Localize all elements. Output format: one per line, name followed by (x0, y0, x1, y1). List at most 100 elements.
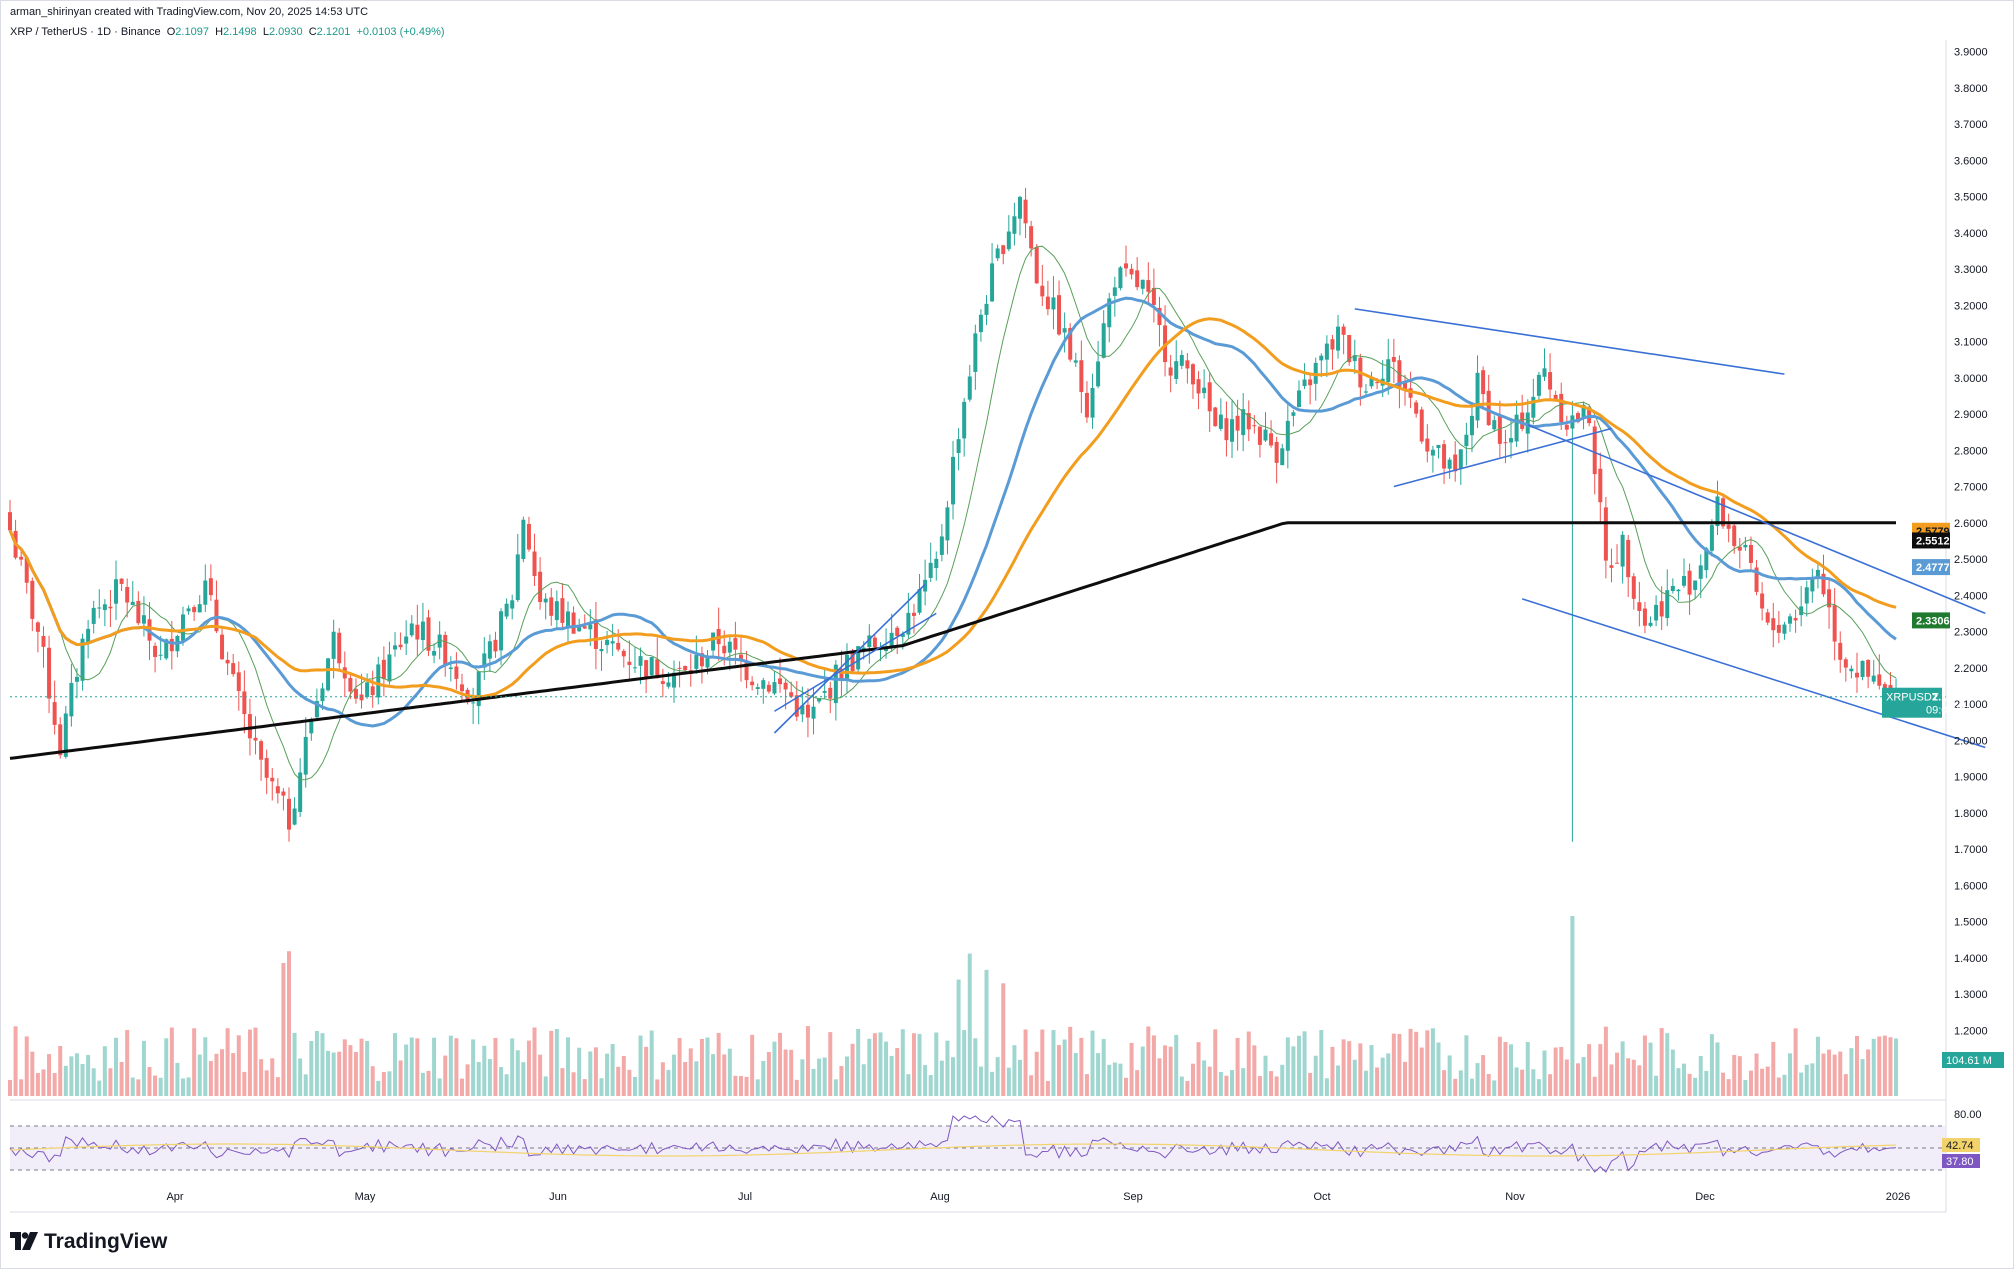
volume-bar (1017, 1059, 1022, 1096)
candle-body (1827, 589, 1832, 608)
candle-body (872, 637, 877, 648)
volume-bar (214, 1053, 219, 1096)
ma-black-line (9, 521, 1896, 760)
candle-body (1414, 402, 1419, 414)
symbol-name[interactable]: XRP / TetherUS · 1D · Binance (10, 26, 161, 38)
volume-bar (309, 1041, 314, 1096)
candle-body (1430, 449, 1435, 456)
candle-body (275, 786, 280, 794)
candle-body (393, 645, 398, 650)
volume-bar (1776, 1077, 1781, 1096)
price-label-box (1912, 532, 1950, 549)
candle-body (1654, 604, 1659, 621)
candle-body (761, 680, 766, 689)
volume-bar (1709, 1034, 1714, 1096)
candle-body (738, 654, 743, 661)
volume-bar (588, 1051, 593, 1096)
candle-body (1230, 419, 1235, 442)
volume-bar (1575, 1063, 1580, 1096)
candle-body (1347, 335, 1352, 363)
volume-bar (153, 1075, 158, 1096)
candle-body (1269, 433, 1274, 446)
candle-body (677, 667, 682, 669)
candle-body (303, 736, 308, 775)
candle-body (471, 702, 476, 704)
volume-bar (1090, 1030, 1095, 1096)
candle-body (381, 659, 386, 680)
candle-body (1709, 525, 1714, 551)
candle-body (1291, 412, 1296, 416)
candle-body (616, 642, 621, 650)
volume-bar (1771, 1041, 1776, 1096)
volume-bar (108, 1068, 113, 1096)
candle-body (1257, 426, 1262, 445)
volume-bar (1503, 1041, 1508, 1096)
volume-bar (404, 1044, 409, 1096)
volume-bar (1821, 1053, 1826, 1096)
volume-bar (186, 1077, 191, 1096)
volume-bar (1670, 1049, 1675, 1096)
volume-bar (1163, 1045, 1168, 1096)
volume-bar (828, 1032, 833, 1096)
volume-bar (917, 1033, 922, 1096)
candle-body (1274, 441, 1279, 463)
volume-bar (783, 1049, 788, 1096)
price-tick-label: 3.4000 (1954, 228, 1988, 240)
price-label-text: 2.3306 (1916, 615, 1950, 627)
price-tick-label: 2.5000 (1954, 554, 1988, 566)
candle-body (588, 624, 593, 630)
candle-body (1207, 382, 1212, 412)
candle-body (1682, 575, 1686, 586)
volume-bar (1782, 1074, 1787, 1096)
candle-body (1531, 396, 1536, 418)
candle-body (1101, 323, 1106, 358)
open-label: O (166, 26, 176, 38)
volume-bar (716, 1032, 721, 1096)
candle-body (1241, 409, 1246, 436)
candle-body (1620, 534, 1625, 567)
volume-bar (1341, 1039, 1346, 1096)
candle-body (437, 634, 442, 648)
volume-bar (1704, 1070, 1709, 1096)
volume-bar (1815, 1036, 1820, 1096)
volume-bar (560, 1068, 565, 1096)
candle-body (443, 634, 448, 667)
volume-bar (426, 1070, 431, 1096)
candle-body (621, 650, 626, 657)
volume-bar (1659, 1028, 1664, 1096)
candle-body (856, 646, 861, 670)
tradingview-logo[interactable]: TradingView (10, 1230, 167, 1254)
symbol-legend[interactable]: XRP / TetherUS · 1D · Binance O2.1097 H2… (10, 26, 445, 38)
volume-bar (727, 1048, 732, 1096)
candle-body (833, 664, 838, 704)
candle-body (164, 639, 169, 659)
volume-bar (956, 979, 961, 1096)
volume-bar (1871, 1038, 1876, 1096)
volume-bar (672, 1054, 677, 1096)
last-price-value: 2.1201 (1932, 692, 1966, 704)
candle-body (1810, 578, 1815, 592)
volume-bar (264, 1070, 269, 1096)
volume-bar (1112, 1062, 1117, 1096)
candle-body (1721, 498, 1726, 527)
candle-body (1553, 394, 1558, 400)
candle-body (566, 611, 570, 628)
volume-bar (30, 1051, 35, 1096)
candle-body (1626, 539, 1631, 578)
volume-bar (1330, 1046, 1335, 1096)
candle-body (560, 598, 565, 623)
candle-body (655, 659, 660, 679)
price-tick-label: 3.3000 (1954, 264, 1988, 276)
time-tick-label: Oct (1313, 1191, 1330, 1203)
volume-bar (381, 1072, 386, 1096)
volume-bar (1012, 1045, 1017, 1096)
candle-body (1687, 570, 1692, 595)
volume-bar (872, 1033, 877, 1096)
volume-bar (856, 1028, 861, 1096)
volume-bar (359, 1038, 364, 1096)
candle-body (1642, 608, 1647, 626)
candle-body (1280, 448, 1285, 466)
volume-bar (1838, 1051, 1843, 1096)
candle-body (1324, 343, 1329, 360)
